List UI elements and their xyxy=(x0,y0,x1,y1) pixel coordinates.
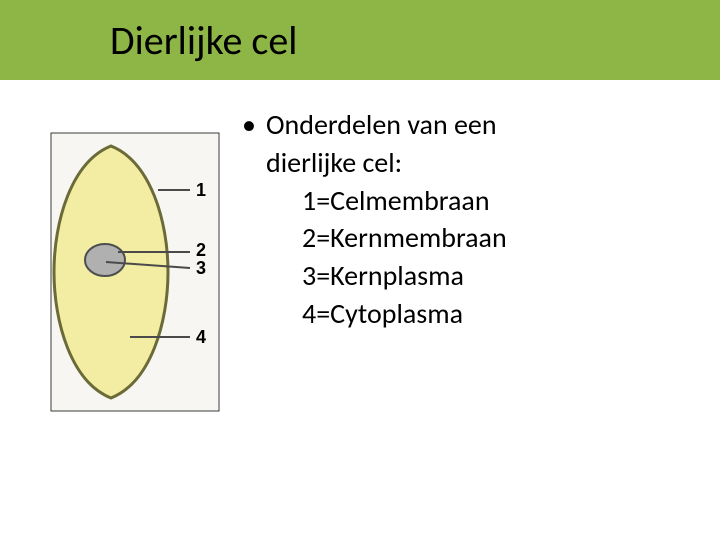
bullet-line-2: dierlijke cel: xyxy=(242,144,702,182)
cell-diagram-svg: 1 2 3 4 xyxy=(50,132,220,412)
sub-item-1: 1=Celmembraan xyxy=(242,182,702,220)
bullet-block: • Onderdelen van een dierlijke cel: 1=Ce… xyxy=(242,106,702,333)
cell-diagram: 1 2 3 4 xyxy=(50,132,220,412)
bullet-line-1: • Onderdelen van een xyxy=(242,106,702,144)
cell-nucleus xyxy=(85,244,125,276)
diagram-label-4: 4 xyxy=(196,327,206,347)
sub-item-2: 2=Kernmembraan xyxy=(242,219,702,257)
diagram-label-2: 2 xyxy=(196,240,206,260)
bullet-text-2: dierlijke cel: xyxy=(266,144,402,182)
diagram-label-3: 3 xyxy=(196,258,206,278)
sub-item-4: 4=Cytoplasma xyxy=(242,295,702,333)
bullet-dot-icon: • xyxy=(242,106,266,144)
content-area: 1 2 3 4 • Onderdelen van een dierlijke c… xyxy=(0,80,720,540)
page-title: Dierlijke cel xyxy=(110,16,297,65)
bullet-text-1: Onderdelen van een xyxy=(266,106,497,144)
sub-item-3: 3=Kernplasma xyxy=(242,257,702,295)
diagram-label-1: 1 xyxy=(196,180,206,200)
title-bar: Dierlijke cel xyxy=(0,0,720,80)
